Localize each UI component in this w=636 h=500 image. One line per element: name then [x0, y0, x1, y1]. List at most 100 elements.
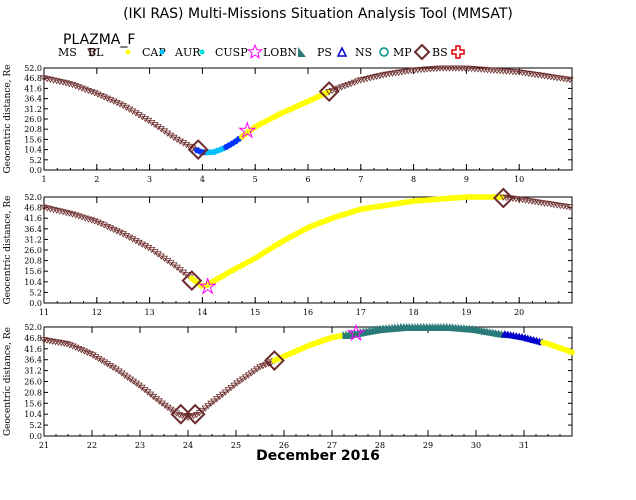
x-tick-label: 11	[39, 308, 49, 317]
ms-point	[87, 89, 96, 96]
y-tick-label: 0.0	[29, 432, 42, 441]
chart-title: (IKI RAS) Multi-Missions Situation Analy…	[123, 6, 513, 22]
x-tick-label: 29	[423, 441, 433, 450]
ms-point	[247, 370, 256, 377]
ms-point	[218, 391, 227, 398]
x-tick-label: 14	[197, 308, 207, 317]
legend-symbol-ps	[336, 46, 348, 57]
legend-symbol-ms	[87, 48, 97, 58]
ms-point	[566, 77, 574, 84]
ms-point	[132, 238, 140, 245]
legend-symbol-cap	[159, 49, 165, 55]
ms-point	[192, 412, 201, 419]
ms-point	[113, 100, 121, 107]
ms-point	[94, 219, 102, 226]
ms-point	[135, 239, 143, 247]
y-tick-label: 26.0	[24, 378, 42, 387]
orbit-curve	[43, 67, 573, 153]
y-tick-label: 20.8	[24, 125, 42, 134]
y-tick-label: 5.2	[29, 421, 42, 430]
ms-point	[236, 378, 244, 385]
ms-point	[221, 389, 230, 396]
ms-point	[109, 364, 117, 371]
ms-point	[179, 140, 188, 147]
y-tick-label: 31.2	[24, 235, 42, 244]
ms-point	[125, 234, 134, 241]
ms-point	[379, 72, 387, 79]
ms-point	[210, 398, 218, 405]
y-tick-label: 31.2	[24, 367, 42, 376]
ms-point	[164, 404, 172, 411]
ms-point	[250, 368, 258, 375]
ms-point	[71, 83, 80, 90]
ms-point	[83, 349, 91, 356]
ms-point	[97, 93, 105, 100]
x-tick-label: 5	[253, 175, 258, 184]
ms-point	[215, 394, 224, 401]
ms-point	[132, 110, 140, 117]
ms-point	[376, 73, 384, 80]
x-tick-label: 20	[514, 308, 524, 317]
legend-label-ps: PS	[317, 46, 332, 59]
y-axis-label: Geocentric distance, Re	[3, 64, 13, 173]
ms-point	[347, 80, 356, 88]
x-tick-label: 6	[305, 175, 310, 184]
ms-point	[166, 406, 175, 413]
y-tick-label: 0.0	[29, 166, 42, 175]
ms-point	[84, 88, 93, 95]
ms-point	[135, 112, 143, 119]
ms-point	[90, 218, 99, 225]
y-tick-label: 26.0	[24, 246, 42, 255]
legend-label-cap: CAP	[142, 46, 166, 59]
ms-point	[46, 338, 54, 345]
ms-point	[119, 102, 127, 110]
ms-point	[109, 98, 118, 105]
ms-point	[106, 97, 115, 104]
x-tick-label: 7	[358, 175, 363, 184]
x-tick-label: 21	[39, 441, 49, 450]
ms-point	[363, 76, 371, 83]
ms-point	[92, 354, 100, 361]
y-tick-label: 20.8	[24, 257, 42, 266]
ms-point	[141, 243, 150, 250]
y-tick-label: 5.2	[29, 156, 42, 165]
ms-point	[360, 76, 368, 83]
ms-point	[78, 85, 86, 92]
x-tick-label: 22	[87, 441, 97, 450]
x-tick-label: 8	[411, 175, 416, 184]
mp-marker	[170, 403, 192, 425]
x-tick-label: 9	[464, 175, 469, 184]
ms-point	[126, 376, 135, 383]
ms-point	[357, 77, 365, 84]
x-tick-label: 17	[356, 308, 366, 317]
legend-symbol-ns	[379, 47, 389, 57]
ms-point	[71, 212, 80, 219]
y-tick-label: 31.2	[24, 105, 42, 114]
cusp-marker	[238, 121, 257, 139]
x-tick-label: 15	[250, 308, 260, 317]
ms-point	[141, 116, 150, 123]
legend-label-cusp: CUSP	[215, 46, 248, 59]
ms-point	[129, 378, 138, 385]
legend-symbol-mp	[413, 43, 431, 61]
legend-symbol-cusp	[246, 43, 264, 59]
mp-marker	[184, 403, 206, 425]
ms-point	[66, 342, 74, 349]
ms-point	[112, 366, 120, 373]
ms-point	[138, 241, 146, 248]
ms-point	[94, 356, 103, 363]
panel-1: 0.05.210.415.620.826.031.236.441.646.852…	[3, 64, 574, 184]
x-tick-label: 28	[375, 441, 385, 450]
x-tick-label: 24	[183, 441, 193, 450]
ms-point	[182, 142, 191, 149]
x-tick-label: 19	[461, 308, 471, 317]
ms-point	[103, 361, 112, 368]
ms-point	[201, 405, 210, 412]
ms-point	[395, 69, 403, 76]
ms-point	[398, 69, 406, 76]
ms-point	[86, 351, 94, 358]
ms-point	[128, 108, 137, 115]
ms-point	[385, 71, 394, 78]
x-tick-label: 26	[279, 441, 289, 450]
